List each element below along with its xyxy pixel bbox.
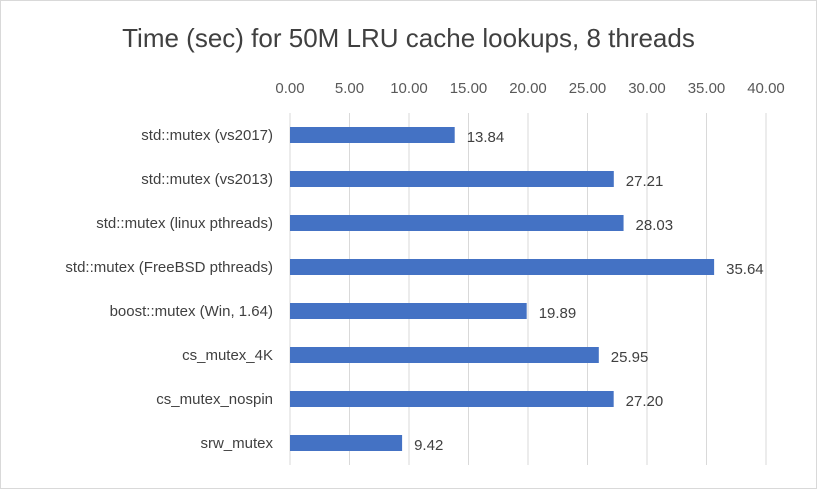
data-label: 28.03 (636, 217, 674, 234)
data-label: 27.20 (626, 393, 664, 410)
bar (290, 127, 455, 143)
category-label: cs_mutex_nospin (156, 391, 273, 408)
x-tick-label: 25.00 (569, 80, 607, 97)
x-tick-label: 5.00 (335, 80, 364, 97)
data-label: 35.64 (726, 261, 764, 278)
category-label: std::mutex (linux pthreads) (96, 215, 273, 232)
x-tick-label: 10.00 (390, 80, 428, 97)
chart-title: Time (sec) for 50M LRU cache lookups, 8 … (122, 23, 695, 53)
x-tick-label: 35.00 (688, 80, 726, 97)
data-label: 9.42 (414, 437, 443, 454)
bar (290, 435, 403, 451)
x-axis-tick-labels: 0.00 5.00 10.00 15.00 20.00 25.00 30.00 35.00 40… (275, 80, 784, 97)
bar (290, 303, 527, 319)
data-label: 19.89 (539, 305, 577, 322)
bar (290, 215, 624, 231)
category-label: cs_mutex_4K (182, 347, 273, 364)
bars (290, 127, 715, 451)
category-labels: std::mutex (vs2017)std::mutex (vs2013)st… (65, 127, 273, 452)
category-label: std::mutex (FreeBSD pthreads) (65, 259, 273, 276)
category-label: std::mutex (vs2017) (141, 127, 273, 144)
data-label: 13.84 (467, 129, 505, 146)
data-label: 27.21 (626, 173, 664, 190)
category-label: boost::mutex (Win, 1.64) (110, 303, 273, 320)
x-tick-label: 30.00 (628, 80, 666, 97)
category-label: std::mutex (vs2013) (141, 171, 273, 188)
gridlines (289, 113, 767, 465)
x-tick-label: 15.00 (450, 80, 488, 97)
x-tick-label: 40.00 (747, 80, 785, 97)
x-tick-label: 20.00 (509, 80, 547, 97)
bar (290, 259, 715, 275)
bar (290, 347, 599, 363)
x-tick-label: 0.00 (275, 80, 304, 97)
bar (290, 171, 614, 187)
category-label: srw_mutex (200, 435, 273, 452)
data-labels: 13.84 27.21 28.03 35.64 19.89 25.95 27.20 9.42 (414, 129, 764, 454)
data-label: 25.95 (611, 349, 649, 366)
bar (290, 391, 614, 407)
